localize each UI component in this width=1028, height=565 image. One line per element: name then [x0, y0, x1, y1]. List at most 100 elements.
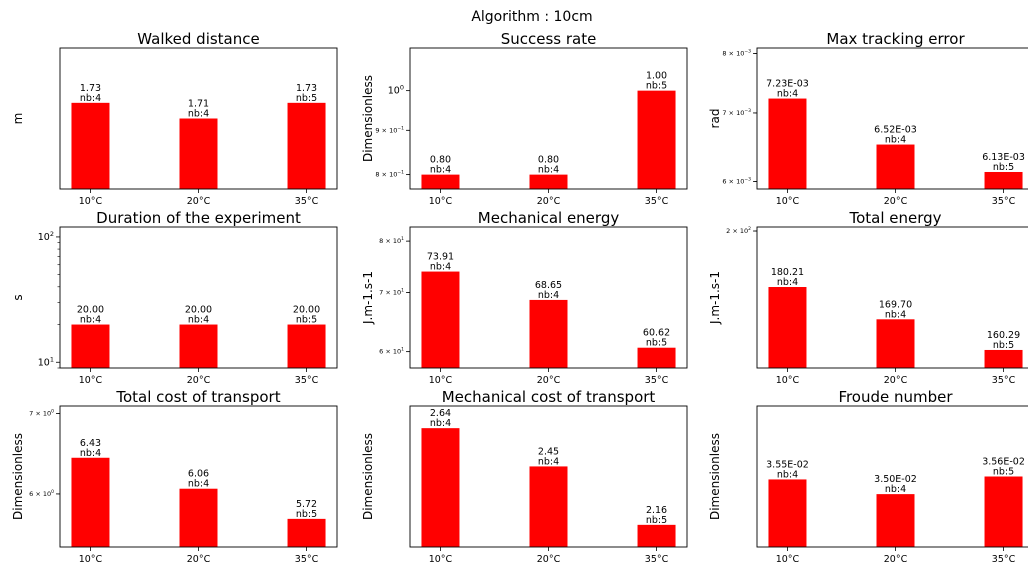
y-tick-label: 7 × 100: [29, 408, 54, 417]
x-tick-label: 35°C: [645, 554, 669, 565]
bar-count-label: nb:5: [993, 340, 1014, 351]
bar-value-label: 7.23E-03: [766, 79, 809, 90]
panel-title: Duration of the experiment: [96, 209, 301, 227]
bar-count-label: nb:4: [885, 484, 906, 495]
panel-title: Total cost of transport: [115, 388, 280, 406]
bar-value-label: 169.70: [879, 299, 912, 310]
plot-frame: [59, 405, 338, 548]
bar-count-label: nb:4: [538, 165, 559, 176]
bar: [768, 98, 807, 189]
panel-title: Walked distance: [137, 30, 259, 48]
bar-value-label: 6.06: [188, 469, 209, 480]
panel-title: Success rate: [501, 30, 597, 48]
y-axis-label: Dimensionless: [361, 433, 375, 520]
x-tick-label: 35°C: [992, 196, 1016, 207]
bar-count-label: nb:5: [646, 338, 667, 349]
x-tick-label: 20°C: [537, 554, 561, 565]
x-tick-label: 10°C: [429, 554, 453, 565]
bar-count-label: nb:4: [430, 418, 451, 429]
bar: [179, 324, 218, 368]
bar: [637, 90, 676, 189]
bar: [287, 102, 326, 189]
bar-value-label: 1.73: [296, 83, 317, 94]
bar-count-label: nb:5: [296, 315, 317, 326]
bar-count-label: nb:4: [80, 93, 101, 104]
y-axis-label: s: [11, 294, 25, 300]
x-tick-label: 20°C: [884, 196, 908, 207]
bar: [984, 476, 1023, 547]
bar-count-label: nb:4: [188, 479, 209, 490]
plot-frame: [409, 226, 688, 369]
x-tick-label: 10°C: [79, 375, 103, 386]
bar: [876, 494, 915, 547]
x-tick-label: 10°C: [79, 554, 103, 565]
bar-value-label: 1.73: [80, 83, 101, 94]
bar-count-label: nb:5: [296, 509, 317, 520]
bar-value-label: 6.43: [80, 438, 101, 449]
bar-count-label: nb:4: [538, 456, 559, 467]
bar-count-label: nb:4: [777, 89, 798, 100]
x-tick-label: 10°C: [429, 196, 453, 207]
bar-count-label: nb:4: [188, 315, 209, 326]
x-tick-label: 20°C: [187, 554, 211, 565]
x-tick-label: 10°C: [429, 375, 453, 386]
x-tick-label: 35°C: [645, 375, 669, 386]
bar: [876, 144, 915, 189]
plot-frame: [409, 47, 688, 190]
bar: [984, 171, 1023, 189]
x-tick-label: 20°C: [187, 375, 211, 386]
bar: [529, 174, 568, 189]
bar: [421, 271, 460, 368]
y-tick-label: 102: [38, 230, 54, 243]
y-tick-label: 8 × 10−3: [722, 49, 751, 58]
y-axis-label: Dimensionless: [708, 433, 722, 520]
panel-4: Duration of the experiments20.00nb:410°C…: [11, 209, 338, 386]
bar: [876, 319, 915, 368]
bar-count-label: nb:4: [777, 277, 798, 288]
y-axis-label: J.m-1.s-1: [708, 271, 722, 325]
panel-title: Max tracking error: [826, 30, 965, 48]
bar-value-label: 20.00: [185, 305, 212, 316]
bar-count-label: nb:4: [188, 109, 209, 120]
x-tick-label: 20°C: [537, 375, 561, 386]
x-tick-label: 10°C: [776, 375, 800, 386]
bar-count-label: nb:5: [646, 81, 667, 92]
x-tick-label: 20°C: [537, 196, 561, 207]
y-axis-label: Dimensionless: [361, 75, 375, 162]
x-tick-label: 10°C: [776, 196, 800, 207]
bar-value-label: 0.80: [430, 155, 451, 166]
bar: [984, 349, 1023, 368]
y-axis-label: J.m-1.s-1: [361, 271, 375, 325]
bar-value-label: 3.55E-02: [766, 459, 809, 470]
bar-count-label: nb:4: [80, 448, 101, 459]
bar-count-label: nb:4: [885, 135, 906, 146]
bar-value-label: 20.00: [77, 305, 104, 316]
panel-1: Walked distancem1.73nb:410°C1.71nb:420°C…: [11, 30, 338, 207]
bar: [71, 457, 110, 547]
bar-value-label: 3.50E-02: [874, 474, 917, 485]
bar-value-label: 2.45: [538, 446, 559, 457]
bar: [768, 479, 807, 547]
panel-7: Total cost of transport Dimensionless 6.43…: [11, 388, 338, 565]
bar: [71, 324, 110, 368]
y-tick-label: 7 × 101: [379, 287, 404, 296]
bar-value-label: 180.21: [771, 267, 804, 278]
bar-value-label: 2.16: [646, 505, 667, 516]
y-tick-label: 101: [38, 355, 54, 368]
y-axis-label: rad: [708, 109, 722, 129]
y-tick-label: 6 × 101: [379, 347, 404, 356]
bar-value-label: 2.64: [430, 408, 451, 419]
x-tick-label: 35°C: [295, 196, 319, 207]
bar: [529, 466, 568, 547]
plot-frame: [756, 405, 1028, 548]
x-tick-label: 35°C: [992, 375, 1016, 386]
bar-value-label: 0.80: [538, 155, 559, 166]
y-tick-label: 100: [388, 84, 404, 97]
bar: [768, 287, 807, 368]
panel-title: Mechanical cost of transport: [442, 388, 656, 406]
plot-frame: [409, 405, 688, 548]
bar-count-label: nb:5: [993, 162, 1014, 173]
panel-title: Froude number: [838, 388, 953, 406]
